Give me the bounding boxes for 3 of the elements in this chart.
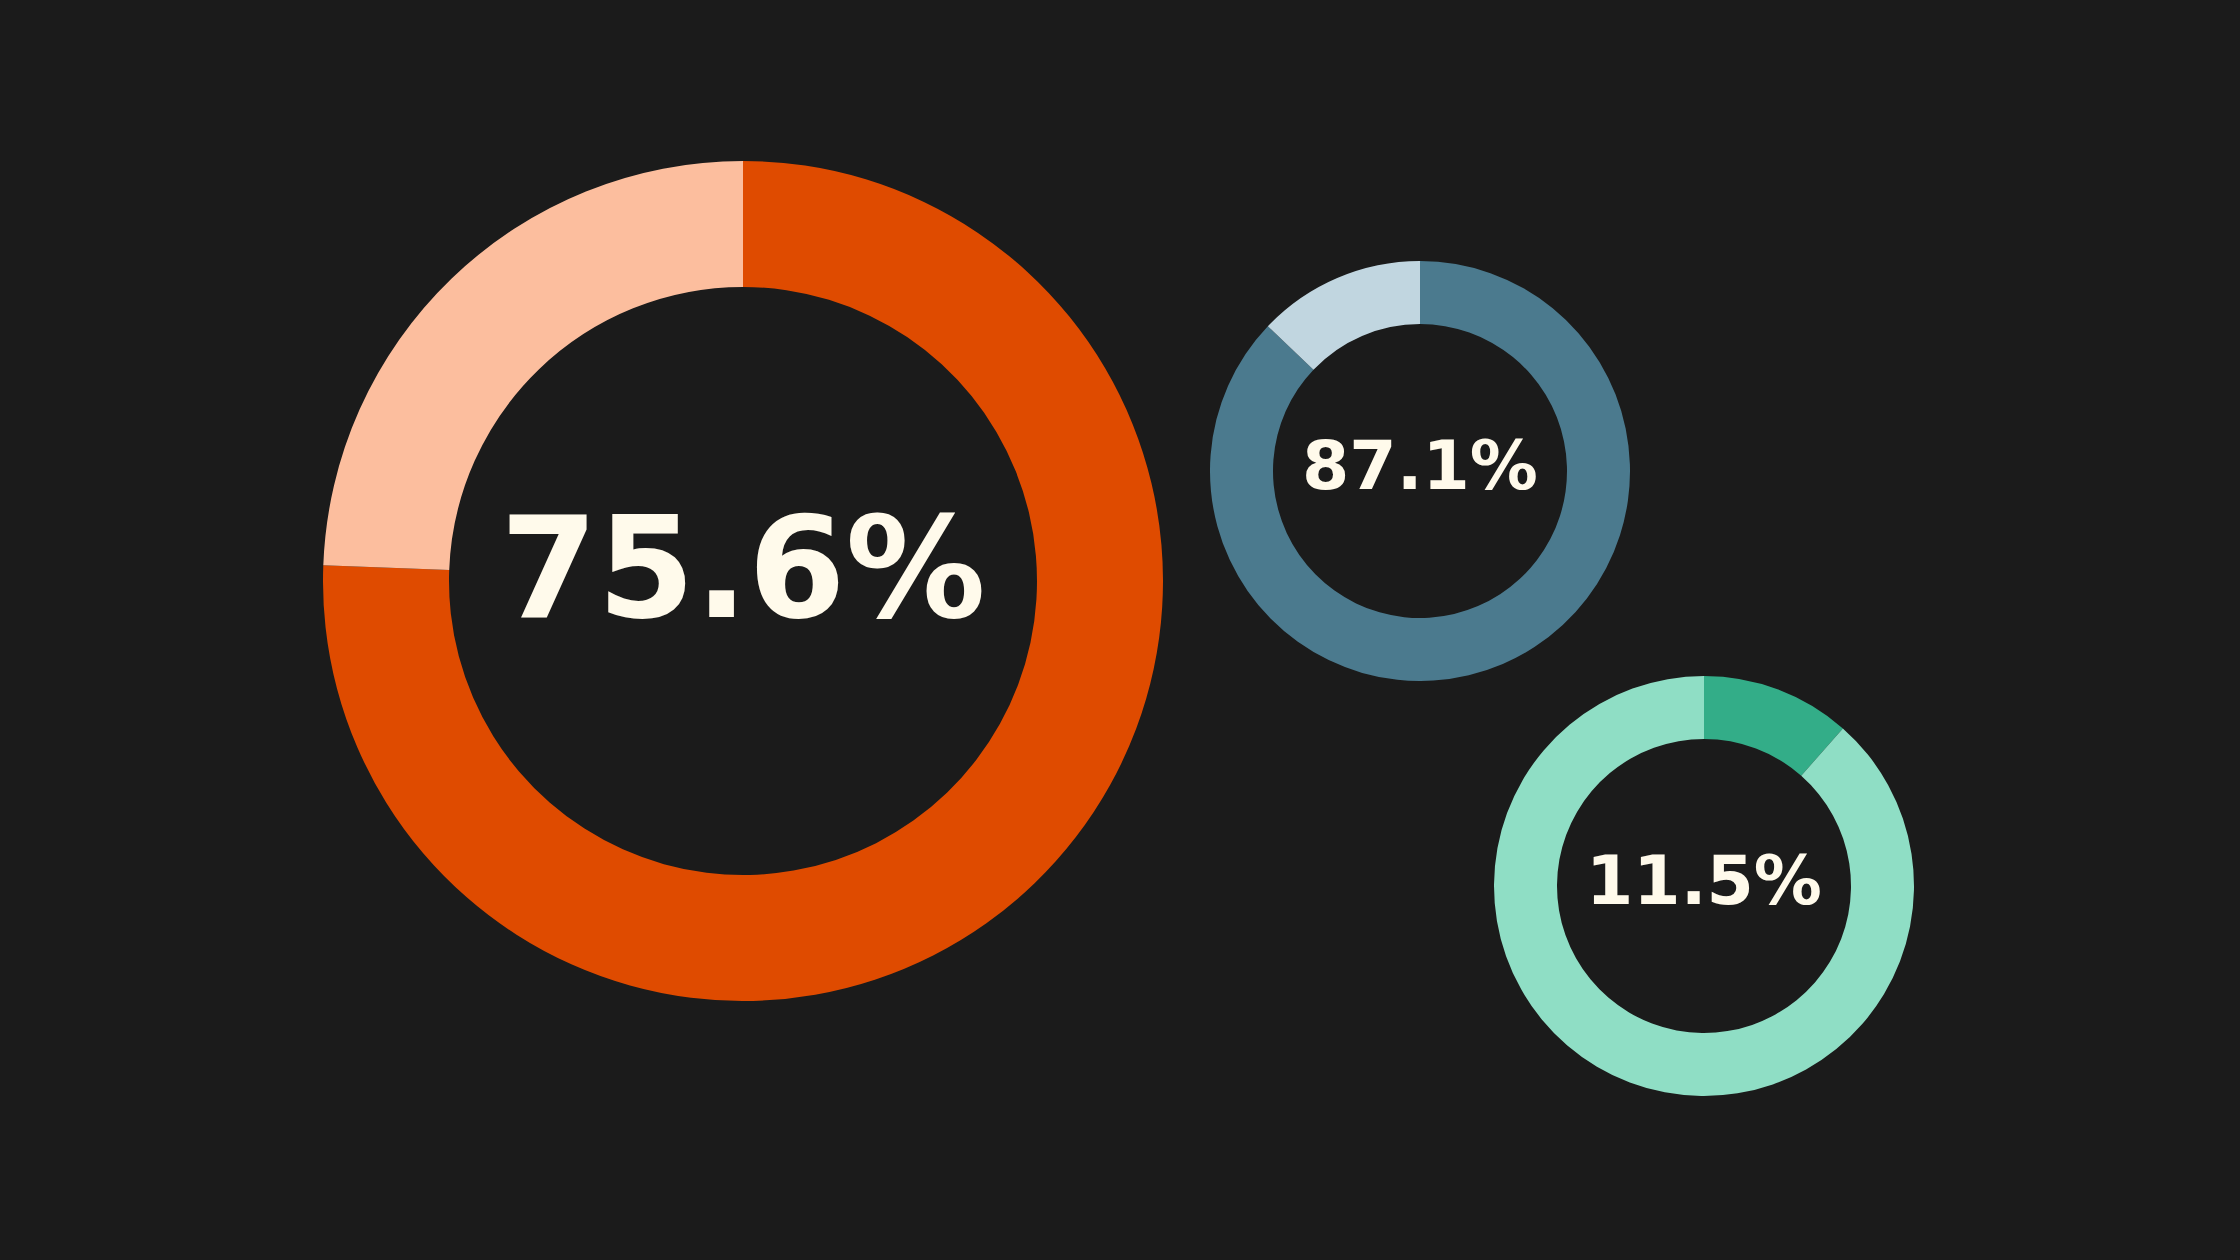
data-label: 87.1% <box>1302 425 1538 505</box>
data-label: 11.5% <box>1586 840 1822 920</box>
data-label: 75.6% <box>500 487 986 651</box>
